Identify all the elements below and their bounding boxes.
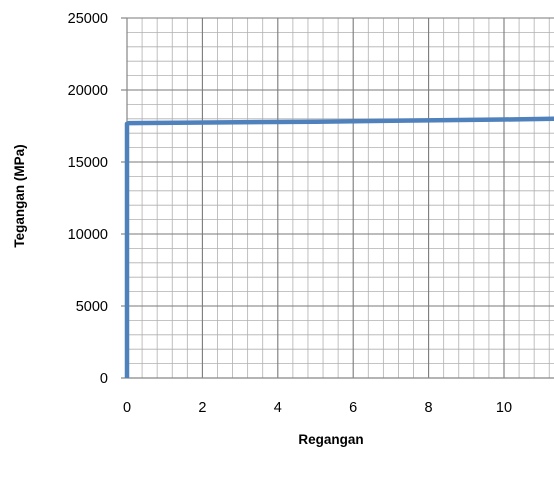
x-tick-label: 10 xyxy=(496,400,512,416)
minor-gridlines xyxy=(127,18,554,378)
y-tick-label: 10000 xyxy=(68,227,108,243)
series-line xyxy=(124,116,554,378)
y-tick-label: 5000 xyxy=(76,299,108,315)
x-tick-label: 4 xyxy=(274,400,282,416)
y-axis-title: Tegangan (MPa) xyxy=(12,144,27,247)
y-tick-label: 0 xyxy=(100,371,108,387)
y-tick-label: 15000 xyxy=(68,155,108,171)
y-axis-tick-labels: 0 5000 10000 15000 20000 25000 xyxy=(68,11,108,387)
series-lines xyxy=(124,116,554,378)
x-axis-tick-labels: 0246810121416182022 xyxy=(123,400,512,416)
x-axis-title: Regangan xyxy=(298,432,363,447)
major-gridlines xyxy=(127,17,554,378)
x-tick-label: 0 xyxy=(123,400,131,416)
x-tick-label: 2 xyxy=(198,400,206,416)
x-tick-label: 8 xyxy=(425,400,433,416)
y-tick-label: 25000 xyxy=(68,11,108,27)
y-tick-label: 20000 xyxy=(68,83,108,99)
x-tick-label: 6 xyxy=(349,400,357,416)
